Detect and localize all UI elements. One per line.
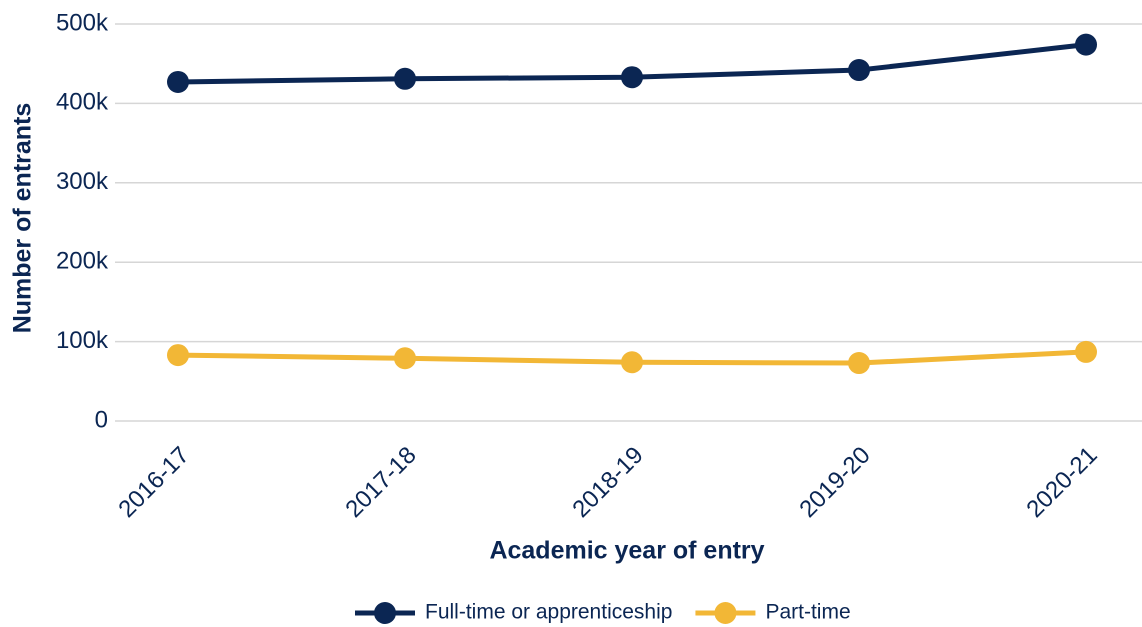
- y-tick-label: 0: [95, 406, 108, 433]
- x-tick-label: 2020-21: [1021, 442, 1102, 523]
- data-point: [167, 70, 189, 93]
- y-tick-label: 300k: [56, 168, 109, 195]
- y-tick-label: 400k: [56, 89, 109, 116]
- x-tick-label: 2018-19: [567, 442, 648, 523]
- legend-marker: [714, 602, 737, 624]
- data-point: [848, 352, 870, 375]
- y-tick-label: 500k: [56, 9, 109, 36]
- data-point: [167, 344, 189, 367]
- data-point: [1075, 340, 1097, 363]
- data-point: [1075, 33, 1097, 56]
- x-tick-label: 2019-20: [794, 442, 875, 523]
- data-point: [848, 59, 870, 82]
- y-tick-label: 200k: [56, 248, 109, 275]
- legend-marker: [374, 602, 396, 624]
- legend-label: Part-time: [765, 601, 850, 624]
- data-point: [394, 67, 416, 90]
- legend-label: Full-time or apprenticeship: [425, 601, 672, 624]
- y-axis-title: Number of entrants: [9, 103, 37, 334]
- y-tick-label: 100k: [56, 327, 109, 354]
- x-tick-label: 2016-17: [113, 442, 194, 523]
- data-point: [621, 66, 643, 89]
- x-axis-title: Academic year of entry: [489, 537, 764, 565]
- data-point: [621, 351, 643, 374]
- x-tick-label: 2017-18: [340, 442, 421, 523]
- data-point: [394, 347, 416, 370]
